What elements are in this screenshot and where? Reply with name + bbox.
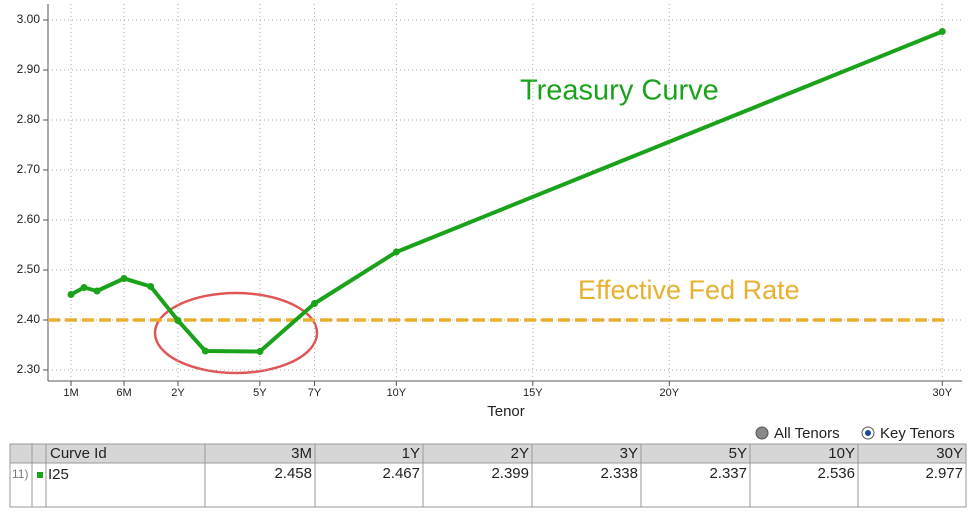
annotation: Treasury Curve	[520, 75, 719, 107]
column-header: 30Y	[936, 445, 963, 462]
curve-point	[392, 248, 400, 256]
table-cell: 2.399	[491, 465, 529, 482]
x-tick-label: 6M	[116, 387, 131, 399]
x-tick-label: 15Y	[523, 387, 543, 399]
column-header: 3Y	[620, 445, 638, 462]
curve-point	[80, 284, 88, 291]
table-cell: 2.337	[709, 465, 747, 482]
curve-line	[70, 29, 944, 354]
y-tick-label: 2.30	[17, 362, 41, 376]
table-cell: 2.977	[925, 465, 963, 482]
curve-point	[93, 287, 101, 295]
series-swatch	[37, 472, 43, 478]
curve-point	[256, 348, 264, 355]
table-cell: 2.536	[817, 465, 855, 482]
x-tick-label: 5Y	[253, 387, 267, 399]
radio-label[interactable]: All Tenors	[774, 425, 840, 442]
curve-point	[938, 28, 946, 35]
radio-dot	[865, 430, 871, 436]
x-tick-label: 2Y	[171, 387, 185, 399]
curve-point	[120, 275, 128, 282]
y-tick-label: 2.60	[17, 212, 41, 226]
radio[interactable]	[755, 426, 769, 440]
column-header: 1Y	[402, 445, 420, 462]
x-tick-label: 7Y	[308, 387, 322, 399]
curve-point	[201, 347, 209, 355]
column-header: 2Y	[511, 445, 529, 462]
table-row	[9, 462, 967, 508]
y-tick-label: 2.50	[17, 262, 41, 276]
table-cell: 2.458	[274, 465, 312, 482]
row-id: I25	[48, 466, 69, 483]
column-header: Curve Id	[50, 445, 107, 462]
table-cell: 2.338	[600, 465, 638, 482]
y-tick-label: 2.40	[17, 312, 41, 326]
highlight-ellipse	[153, 291, 319, 375]
column-header: 10Y	[828, 445, 855, 462]
table: 11) I25 Curve Id 3M 1Y 2Y 3Y 5Y 10Y 30Y 2.458 2.4…	[9, 443, 967, 508]
column-header: 5Y	[729, 445, 747, 462]
y-tick-label: 2.90	[17, 62, 41, 76]
curve-point	[310, 300, 318, 307]
row-index: 11)	[12, 467, 28, 481]
x-tick-label: 1M	[63, 387, 78, 399]
x-tick-label: 10Y	[387, 387, 407, 399]
table-header	[9, 443, 967, 464]
curve-point	[174, 317, 182, 324]
x-axis-label: Tenor	[487, 403, 525, 420]
radio-label[interactable]: Key Tenors	[880, 425, 955, 442]
y-tick-label: 3.00	[17, 12, 41, 26]
annotation: Effective Fed Rate	[578, 275, 800, 305]
curve-point	[67, 291, 75, 298]
table-cell: 2.467	[382, 465, 420, 482]
x-tick-label: 20Y	[660, 387, 680, 399]
curve-point	[147, 283, 155, 290]
y-tick-label: 2.70	[17, 162, 41, 176]
x-tick-label: 30Y	[932, 387, 952, 399]
y-tick-label: 2.80	[17, 112, 41, 126]
column-header: 3M	[291, 445, 312, 462]
